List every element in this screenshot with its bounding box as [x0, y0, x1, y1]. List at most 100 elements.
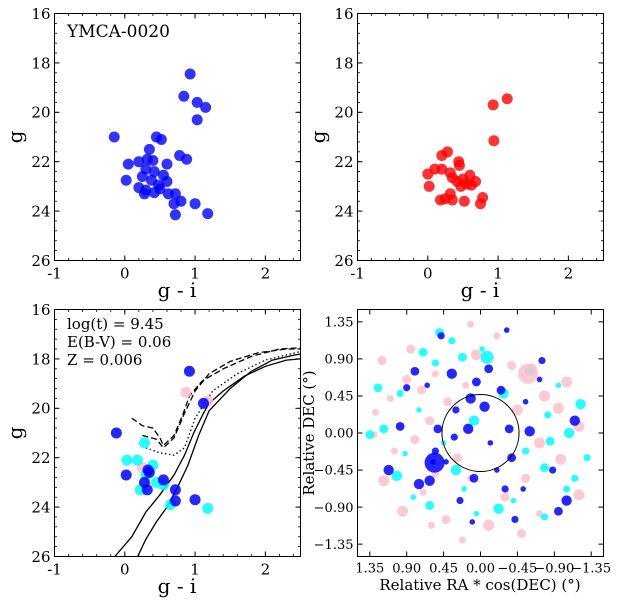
data-point-blue [479, 401, 490, 412]
isochrone-line [142, 348, 301, 449]
data-point-cyan [121, 454, 133, 466]
y-tick-label: 26 [334, 252, 353, 270]
data-point-blue [561, 495, 572, 506]
x-tick-label: −1.35 [571, 562, 611, 577]
data-point-pink [180, 386, 192, 398]
data-point-cyan [583, 454, 591, 462]
x-tick-label: 0 [120, 265, 130, 283]
x-tick-label: 0 [120, 561, 130, 579]
data-point-blue [169, 484, 181, 496]
data-point [161, 158, 173, 170]
panel-bottom-left: -1 0 1 2 16 18 20 22 24 26 log(t) = 9.45 E(B-V) =… [3, 301, 301, 598]
data-point-cyan [468, 415, 480, 426]
x-tick-label: -1 [47, 265, 62, 283]
y-tick-label: 24 [334, 203, 353, 221]
data-point-blue [504, 424, 514, 434]
data-point [458, 195, 470, 207]
data-point-pink [511, 404, 523, 416]
data-point-blue [569, 415, 580, 426]
x-tick-label: 0.45 [429, 562, 458, 577]
data-points [110, 365, 214, 514]
data-point [436, 163, 448, 175]
isochrone-line [136, 353, 301, 557]
panel-bottom-right: 1.35 0.90 0.45 0.00 −0.45−0.90−1.35−1.35−0.9… [300, 309, 611, 594]
y-tick-label: 16 [334, 5, 353, 23]
data-point-blue [549, 466, 557, 474]
data-point-pink [467, 320, 475, 328]
y-tick-label: 18 [31, 350, 50, 368]
data-point-pink [573, 489, 585, 501]
data-point-cyan [448, 337, 456, 345]
x-tick-label: −0.45 [497, 562, 537, 577]
data-point-cyan [540, 513, 549, 521]
y-tick-label: 16 [31, 301, 50, 319]
data-point [191, 96, 203, 108]
y-tick-label: 18 [31, 54, 50, 72]
x-tick-label: -1 [47, 561, 62, 579]
y-tick-label: 0.45 [325, 390, 354, 405]
data-point-pink [377, 356, 387, 366]
axis-ticks: 1.35 0.90 0.45 0.00 −0.45−0.90−1.35−1.35−0.9… [314, 309, 611, 577]
data-point-blue [395, 422, 405, 431]
data-point [147, 154, 159, 166]
data-point-blue [452, 406, 460, 414]
data-point-blue [522, 398, 529, 405]
y-tick-label: 22 [31, 153, 50, 171]
data-point-highlight [424, 452, 445, 473]
y-tick-label: 0.90 [325, 353, 354, 368]
plot-frame [54, 309, 301, 557]
data-point-pink [386, 394, 394, 402]
y-tick-label: 26 [31, 252, 50, 270]
data-point-blue [472, 377, 481, 387]
data-point-cyan [473, 510, 480, 517]
isochrone-line [131, 347, 301, 447]
panel-top-right: -1 0 1 2 16 18 20 22 24 26 g - i g [306, 5, 604, 302]
x-tick-label: 0.00 [466, 562, 495, 577]
x-axis-label: g - i [461, 278, 500, 302]
annotation-reddening: E(B-V) = 0.06 [67, 333, 171, 351]
data-point-pink [390, 447, 398, 455]
data-point [136, 171, 148, 183]
data-point-highlight [480, 350, 494, 364]
data-point [465, 179, 477, 191]
data-point-blue [456, 496, 464, 505]
data-point [143, 143, 155, 155]
data-point-cyan [410, 494, 417, 501]
data-point [169, 209, 181, 221]
axis-ticks: -1 0 1 2 16 18 20 22 24 26 [334, 5, 604, 283]
data-point-pink [493, 332, 501, 340]
data-point-blue [183, 365, 195, 377]
x-tick-label: 1 [190, 265, 200, 283]
data-point-blue [446, 368, 457, 379]
data-point [178, 90, 190, 102]
data-point-cyan [365, 430, 375, 440]
data-point [423, 180, 435, 192]
data-point-blue [503, 327, 510, 333]
data-point [122, 158, 134, 170]
data-point-pink [397, 505, 409, 517]
data-point-pink [427, 521, 435, 529]
data-point-pink [534, 437, 546, 449]
data-point-pink [462, 381, 470, 389]
data-point-blue [403, 384, 411, 392]
data-point-cyan [396, 389, 404, 398]
x-tick-label: 0 [423, 265, 433, 283]
x-tick-label: 1.35 [355, 562, 384, 577]
data-points [108, 68, 214, 221]
x-tick-label: 1 [493, 265, 503, 283]
data-point [501, 93, 513, 105]
y-tick-label: 20 [334, 104, 353, 122]
data-point-pink [552, 402, 564, 414]
data-point-highlight [518, 363, 539, 384]
data-point-blue [169, 495, 181, 507]
data-point-cyan [373, 383, 383, 393]
data-point [181, 153, 193, 165]
data-point-pink [517, 528, 526, 538]
data-point [202, 208, 214, 220]
data-point-pink [521, 473, 531, 483]
data-point [189, 198, 201, 210]
x-tick-label: 2 [564, 265, 574, 283]
isochrone-line [114, 358, 301, 557]
data-point [184, 68, 196, 80]
isochrone-curves [114, 347, 301, 557]
